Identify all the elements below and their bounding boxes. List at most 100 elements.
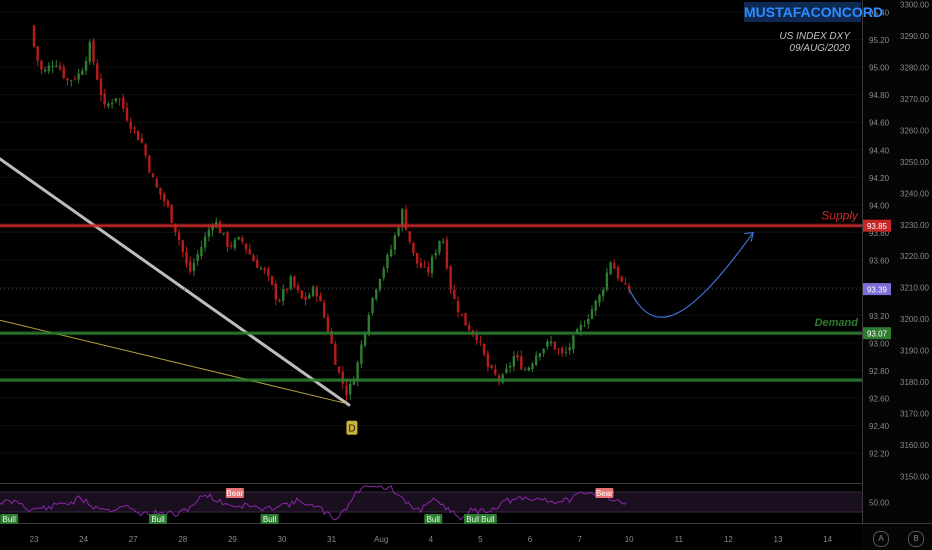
price-tick-label: 94.00 (869, 201, 890, 210)
candle-body (107, 103, 110, 107)
price-tick-label: 95.40 (869, 8, 890, 17)
candle-body (535, 355, 538, 366)
price-tick-label: 94.20 (869, 174, 890, 183)
candle-body (356, 362, 359, 381)
candle-body (616, 267, 620, 279)
candle-body (304, 296, 307, 300)
secondary-tick-label: 3270.00 (900, 95, 929, 104)
candle-body (389, 249, 393, 257)
candle-body (151, 173, 155, 178)
time-tick-label: 27 (129, 535, 138, 544)
candle-body (531, 363, 534, 370)
secondary-tick-label: 3220.00 (900, 252, 929, 261)
price-tick-label: 95.00 (869, 64, 890, 73)
price-tick-label: 92.20 (869, 450, 890, 459)
candle-body (256, 260, 259, 268)
candle-body (330, 330, 333, 344)
time-tick-label: 11 (675, 535, 684, 544)
candle-body (508, 365, 512, 368)
price-tick-label: 94.80 (869, 91, 890, 100)
secondary-tick-label: 3290.00 (900, 32, 929, 41)
secondary-tick-label: 3150.00 (900, 473, 929, 482)
candle-body (58, 65, 62, 70)
candle-body (81, 70, 84, 75)
symbol-subtitle: US INDEX DXY (779, 31, 850, 42)
candle-body (319, 295, 322, 302)
log-scale-icon[interactable]: B (908, 531, 924, 547)
candle-body (527, 367, 530, 371)
candle-body (70, 80, 73, 82)
candle-body (252, 255, 255, 262)
candle-body (468, 325, 471, 331)
candle-body (546, 341, 549, 347)
candle-body (222, 232, 225, 234)
candle-body (166, 200, 170, 207)
bull-badge (424, 514, 443, 524)
candle-body (177, 232, 181, 241)
bear-label: Bear (596, 489, 613, 498)
candle-body (568, 347, 571, 351)
candle-body (371, 297, 374, 314)
candle-body (386, 254, 389, 269)
time-tick-label: 5 (478, 535, 483, 544)
candle-body (73, 78, 77, 80)
candle-body (464, 313, 467, 326)
bull-label: Bull (427, 515, 441, 524)
candle-body (300, 290, 304, 299)
marker-badge (346, 420, 358, 435)
candle-body (352, 380, 356, 385)
secondary-tick-label: 3180.00 (900, 378, 929, 387)
candle-body (345, 385, 348, 396)
time-tick-label: 10 (625, 535, 634, 544)
bear-badge (595, 488, 614, 498)
auto-scale-icon[interactable]: A (873, 531, 889, 547)
supply-price-badge-label: 93.85 (867, 222, 888, 231)
candle-body (136, 130, 140, 140)
candle-body (628, 286, 631, 290)
candle-body (92, 40, 95, 63)
secondary-tick-label: 3250.00 (900, 158, 929, 167)
bull-badge (478, 514, 497, 524)
last-price-badge-label: 93.39 (867, 286, 888, 295)
candle-body (296, 285, 300, 291)
candle-body (315, 287, 318, 297)
candle-body (51, 66, 54, 68)
candle-body (624, 283, 627, 285)
candle-body (43, 69, 47, 72)
bull-label: Bull (466, 515, 480, 524)
candle-body (207, 229, 211, 237)
candle-body (278, 300, 281, 302)
candle-body (259, 268, 263, 270)
bull-label: Bull (263, 515, 277, 524)
candle-body (200, 246, 203, 256)
candle-body (605, 272, 609, 290)
candle-body (159, 187, 162, 195)
candle-body (36, 46, 39, 61)
candle-body (497, 375, 501, 381)
bull-label: Bull (3, 515, 17, 524)
candle-body (486, 353, 490, 367)
candle-body (263, 268, 266, 271)
secondary-tick-label: 3210.00 (900, 284, 929, 293)
candle-body (438, 240, 441, 253)
candle-body (185, 252, 188, 264)
candle-body (375, 289, 378, 300)
candle-body (613, 263, 616, 269)
candle-body (609, 262, 612, 275)
candle-body (40, 61, 43, 70)
secondary-tick-label: 3240.00 (900, 189, 929, 198)
candle-body (122, 97, 125, 109)
candle-body (397, 228, 400, 236)
bull-badge (149, 514, 167, 524)
candle-body (118, 98, 121, 100)
secondary-tick-label: 3160.00 (900, 441, 929, 450)
candle-body (456, 300, 460, 312)
candle-body (538, 353, 542, 357)
candle-body (412, 242, 415, 254)
time-tick-label: 7 (577, 535, 582, 544)
demand-price-badge-bg (863, 327, 891, 340)
candle-body (174, 223, 177, 233)
time-tick-label: Aug (374, 535, 388, 544)
candle-body (460, 313, 463, 316)
